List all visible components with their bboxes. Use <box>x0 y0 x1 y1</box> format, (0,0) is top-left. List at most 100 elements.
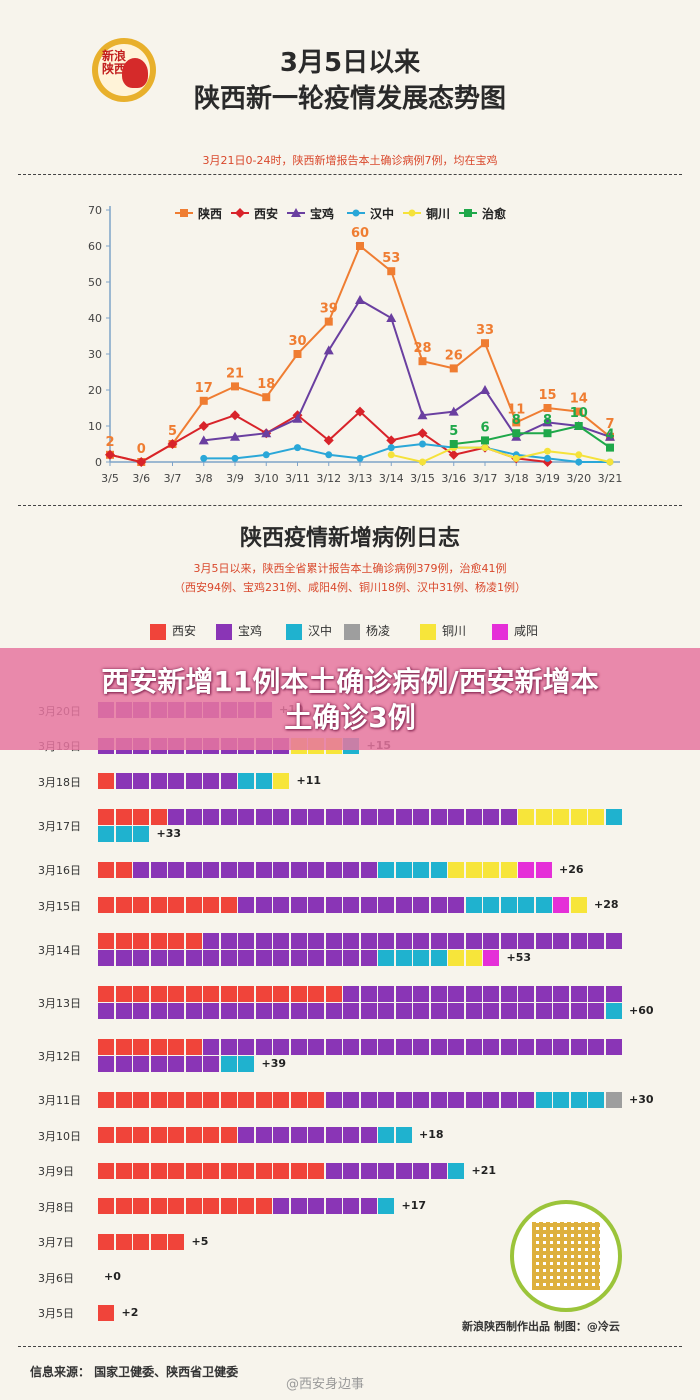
divider-middle <box>18 505 682 506</box>
day-total: +18 <box>419 1128 444 1141</box>
x-tick-label: 3/16 <box>441 472 466 485</box>
day-total: +33 <box>156 827 182 840</box>
case-block <box>570 897 587 913</box>
data-point <box>261 428 272 438</box>
case-block <box>220 1162 237 1179</box>
case-block <box>605 1003 622 1019</box>
case-block <box>378 950 394 966</box>
case-block <box>343 932 359 949</box>
headline-banner[interactable]: 西安新增11例本土确诊病例/西安新增本 土确诊3例 <box>0 648 700 750</box>
case-block <box>448 950 464 966</box>
case-block <box>343 1198 359 1214</box>
data-point <box>262 451 270 459</box>
case-block <box>115 897 132 913</box>
case-block <box>220 1091 237 1108</box>
case-block <box>308 897 324 913</box>
case-block <box>185 932 202 949</box>
data-point <box>449 440 458 448</box>
case-block <box>308 1038 324 1055</box>
case-block <box>343 950 359 966</box>
data-label: 17 <box>195 381 213 396</box>
case-block <box>98 985 114 1002</box>
data-point <box>386 313 397 322</box>
case-block <box>238 1091 254 1108</box>
case-block <box>308 1127 324 1143</box>
y-tick-label: 20 <box>88 384 102 397</box>
case-block <box>605 1091 622 1108</box>
data-point <box>230 431 240 441</box>
day-total: +39 <box>261 1057 287 1070</box>
case-block <box>378 1038 394 1055</box>
case-block <box>588 1038 604 1055</box>
legend-label-2: 宝鸡 <box>310 206 334 221</box>
day-label: 3月9日 <box>38 1165 74 1179</box>
case-block <box>448 1038 464 1055</box>
data-point <box>417 410 428 420</box>
case-block <box>115 1056 132 1072</box>
case-block <box>273 1038 289 1055</box>
case-block <box>115 932 132 949</box>
log-title: 陕西疫情新增病例日志 <box>239 526 460 551</box>
case-block <box>483 1038 499 1055</box>
case-block <box>168 1091 184 1108</box>
case-block <box>413 1003 429 1019</box>
case-block <box>150 861 167 878</box>
case-block <box>168 1162 184 1179</box>
case-block <box>500 985 517 1002</box>
case-block <box>413 897 429 913</box>
data-point <box>575 458 583 466</box>
case-block <box>535 932 552 949</box>
data-point <box>136 457 147 467</box>
data-point <box>356 242 364 250</box>
case-block <box>290 1198 307 1214</box>
case-block <box>518 985 534 1002</box>
data-label: 30 <box>288 334 306 349</box>
case-block <box>588 985 604 1002</box>
log-legend-item-3: 杨凌 <box>344 622 390 640</box>
case-block <box>168 1233 184 1250</box>
day-total: +11 <box>296 774 322 787</box>
x-tick-label: 3/15 <box>410 472 435 485</box>
case-block <box>133 1198 149 1214</box>
case-block <box>605 932 622 949</box>
case-block <box>168 1038 184 1055</box>
series-line-0 <box>109 244 611 464</box>
data-point <box>200 454 208 462</box>
day-total: +21 <box>471 1163 497 1177</box>
case-block <box>150 773 167 789</box>
case-block <box>255 932 272 949</box>
case-block <box>588 808 604 825</box>
case-block <box>378 1127 394 1143</box>
case-block <box>413 808 429 825</box>
case-block <box>185 773 202 789</box>
data-point <box>448 406 459 416</box>
data-point <box>356 454 364 462</box>
day-label: 3月18日 <box>38 775 81 789</box>
case-block <box>360 1038 377 1055</box>
case-block <box>150 1127 167 1143</box>
case-block <box>273 1162 289 1179</box>
case-block <box>168 1056 184 1072</box>
case-block <box>133 1127 149 1143</box>
qr-code[interactable] <box>510 1200 622 1312</box>
case-block <box>395 1091 412 1108</box>
log-note-2: （西安94例、宝鸡231例、咸阳4例、铜川18例、汉中31例、杨凌1例） <box>174 581 526 594</box>
case-block <box>185 985 202 1002</box>
case-block <box>430 1003 447 1019</box>
case-block <box>98 808 114 825</box>
case-block <box>430 1091 447 1108</box>
case-block <box>395 808 412 825</box>
log-legend-item-2: 汉中 <box>286 622 332 640</box>
case-block <box>395 1038 412 1055</box>
case-block <box>168 950 184 966</box>
day-label: 3月16日 <box>38 864 81 878</box>
case-block <box>500 1091 517 1108</box>
case-block <box>98 1091 114 1108</box>
x-tick-label: 3/11 <box>285 472 310 485</box>
case-block <box>413 985 429 1002</box>
data-point <box>543 429 552 438</box>
case-block <box>378 1091 394 1108</box>
case-block <box>238 1162 254 1179</box>
data-label: 2 <box>105 435 114 450</box>
log-legend-label: 铜川 <box>442 624 467 638</box>
